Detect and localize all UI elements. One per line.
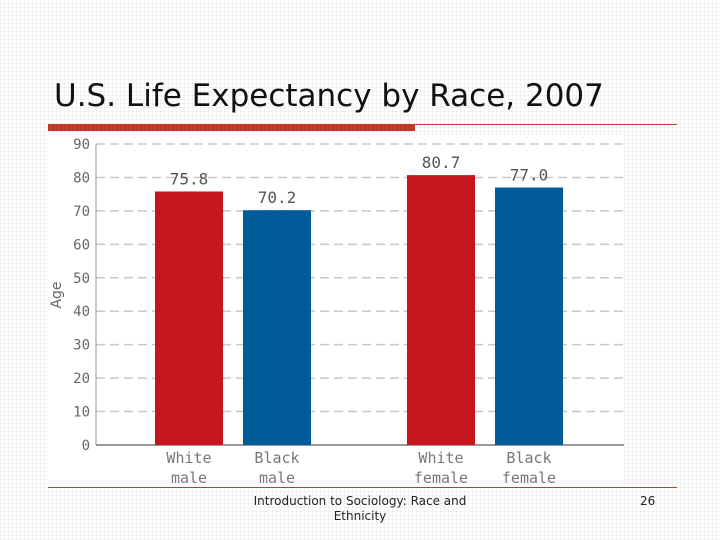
axis-layer: 0 10 20 30 40 50 60 70 80 90 Age [49, 137, 624, 454]
bar-value-label: 75.8 [170, 169, 209, 188]
bar [243, 210, 311, 445]
y-tick-label: 30 [73, 338, 90, 354]
category-label: Black [506, 449, 551, 467]
bar [155, 191, 223, 445]
footer-rule [48, 487, 677, 488]
bar-value-label: 77.0 [510, 165, 549, 184]
footer-text: Introduction to Sociology: Race and Ethn… [253, 494, 467, 523]
category-label: male [171, 469, 207, 487]
bar-value-label: 70.2 [258, 188, 297, 207]
y-tick-label: 0 [82, 438, 90, 454]
label-layer: 75.8 White male 70.2 Black male 80.7 White femal… [166, 153, 556, 487]
y-axis-title: Age [49, 281, 65, 308]
y-tick-label: 40 [73, 304, 90, 320]
bar [407, 175, 475, 445]
category-label: female [414, 469, 468, 487]
y-tick-label: 60 [73, 237, 90, 253]
category-label: female [502, 469, 556, 487]
y-tick-label: 90 [73, 137, 90, 153]
y-tick-label: 10 [73, 405, 90, 421]
y-tick-label: 20 [73, 371, 90, 387]
category-label: White [166, 449, 211, 467]
y-tick-label: 70 [73, 204, 90, 220]
chart-panel: 0 10 20 30 40 50 60 70 80 90 Age 75.8 White male 70.2… [48, 135, 624, 487]
y-tick-label: 50 [73, 271, 90, 287]
title-accent-bar [48, 124, 415, 131]
title-rule [415, 124, 677, 125]
category-label: White [418, 449, 463, 467]
bar [495, 187, 563, 445]
bar-layer [155, 175, 563, 445]
life-expectancy-chart: 0 10 20 30 40 50 60 70 80 90 Age 75.8 White male 70.2… [49, 137, 624, 487]
slide-title: U.S. Life Expectancy by Race, 2007 [54, 78, 604, 114]
bar-value-label: 80.7 [422, 153, 461, 172]
category-label: Black [254, 449, 299, 467]
category-label: male [259, 469, 295, 487]
page-number: 26 [640, 494, 656, 508]
y-tick-label: 80 [73, 170, 90, 186]
